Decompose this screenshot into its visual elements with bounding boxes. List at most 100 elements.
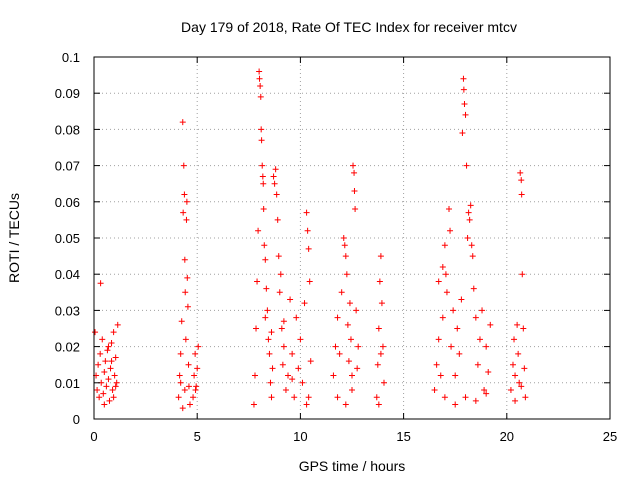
data-point <box>113 379 120 386</box>
plot-frame <box>93 56 611 420</box>
data-point <box>512 372 519 379</box>
data-point <box>303 401 310 408</box>
data-point <box>353 307 360 314</box>
data-point <box>275 253 282 260</box>
data-point <box>351 169 358 176</box>
data-point <box>462 394 469 401</box>
data-point <box>181 256 188 263</box>
data-point <box>179 405 186 412</box>
data-point <box>193 383 200 390</box>
y-tick-label: 0.07 <box>55 159 80 174</box>
data-point <box>181 387 188 394</box>
data-point <box>268 394 275 401</box>
data-point <box>305 394 312 401</box>
data-point <box>380 379 387 386</box>
x-tick-label: 15 <box>396 429 410 444</box>
data-point <box>185 383 192 390</box>
data-point <box>467 202 474 209</box>
data-point <box>518 191 525 198</box>
y-axis-label: ROTI / TECUs <box>6 193 22 283</box>
data-point <box>461 101 468 108</box>
data-point <box>276 289 283 296</box>
grid <box>94 57 610 419</box>
data-point <box>303 209 310 216</box>
data-point <box>306 278 313 285</box>
data-point <box>259 162 266 169</box>
data-point <box>289 376 296 383</box>
data-point <box>108 339 115 346</box>
data-point <box>266 350 273 357</box>
data-point <box>270 173 277 180</box>
data-point <box>441 394 448 401</box>
data-point <box>111 372 118 379</box>
data-point <box>468 242 475 249</box>
data-point <box>94 387 101 394</box>
data-point <box>439 263 446 270</box>
data-point <box>349 372 355 379</box>
data-point <box>450 307 457 314</box>
data-point <box>263 285 270 292</box>
data-point <box>507 387 514 394</box>
data-point <box>287 296 294 303</box>
y-tick-label: 0.08 <box>55 122 80 137</box>
data-point <box>474 361 481 368</box>
data-point <box>175 394 182 401</box>
data-point <box>264 307 271 314</box>
data-point <box>377 350 384 357</box>
data-point <box>110 329 117 336</box>
data-point <box>105 343 112 350</box>
data-point <box>469 253 476 260</box>
data-point <box>103 383 110 390</box>
data-point <box>265 336 272 343</box>
data-point <box>179 119 186 126</box>
data-point <box>110 394 117 401</box>
data-point <box>518 177 525 184</box>
data-point <box>278 325 285 332</box>
data-point <box>273 191 280 198</box>
data-point <box>307 358 314 365</box>
data-point <box>261 242 268 249</box>
data-point <box>192 387 199 394</box>
data-point <box>190 394 197 401</box>
data-point <box>377 253 384 260</box>
y-tick-label: 0 <box>73 412 80 427</box>
y-tick-label: 0.05 <box>55 231 80 246</box>
data-point <box>182 336 189 343</box>
data-point <box>487 321 494 328</box>
data-point <box>378 300 385 307</box>
data-point <box>114 321 121 328</box>
data-point <box>267 379 274 386</box>
data-point <box>350 162 357 169</box>
x-tick-label: 5 <box>194 429 201 444</box>
data-point <box>101 368 108 375</box>
data-point <box>336 350 343 357</box>
data-point <box>192 350 199 357</box>
data-point <box>452 372 459 379</box>
data-point <box>463 162 470 169</box>
data-point <box>521 365 528 372</box>
data-point <box>375 401 382 408</box>
y-tick-label: 0.04 <box>55 267 80 282</box>
data-point <box>431 387 438 394</box>
data-point <box>182 289 189 296</box>
y-tick-label: 0.09 <box>55 86 80 101</box>
data-point <box>299 379 306 386</box>
data-point <box>262 314 269 321</box>
x-tick-label: 10 <box>293 429 307 444</box>
data-point <box>470 285 477 292</box>
data-point <box>518 383 525 390</box>
data-point <box>462 111 469 118</box>
data-point <box>456 350 463 357</box>
data-point <box>351 187 358 194</box>
data-point <box>373 394 380 401</box>
data-point <box>291 394 298 401</box>
data-point <box>520 325 527 332</box>
data-point <box>282 387 289 394</box>
axis-ticks <box>93 56 611 420</box>
data-point <box>107 365 114 372</box>
data-point <box>180 209 187 216</box>
data-point <box>301 300 308 307</box>
data-point <box>183 198 190 205</box>
data-point <box>260 206 267 213</box>
data-point <box>512 397 519 404</box>
